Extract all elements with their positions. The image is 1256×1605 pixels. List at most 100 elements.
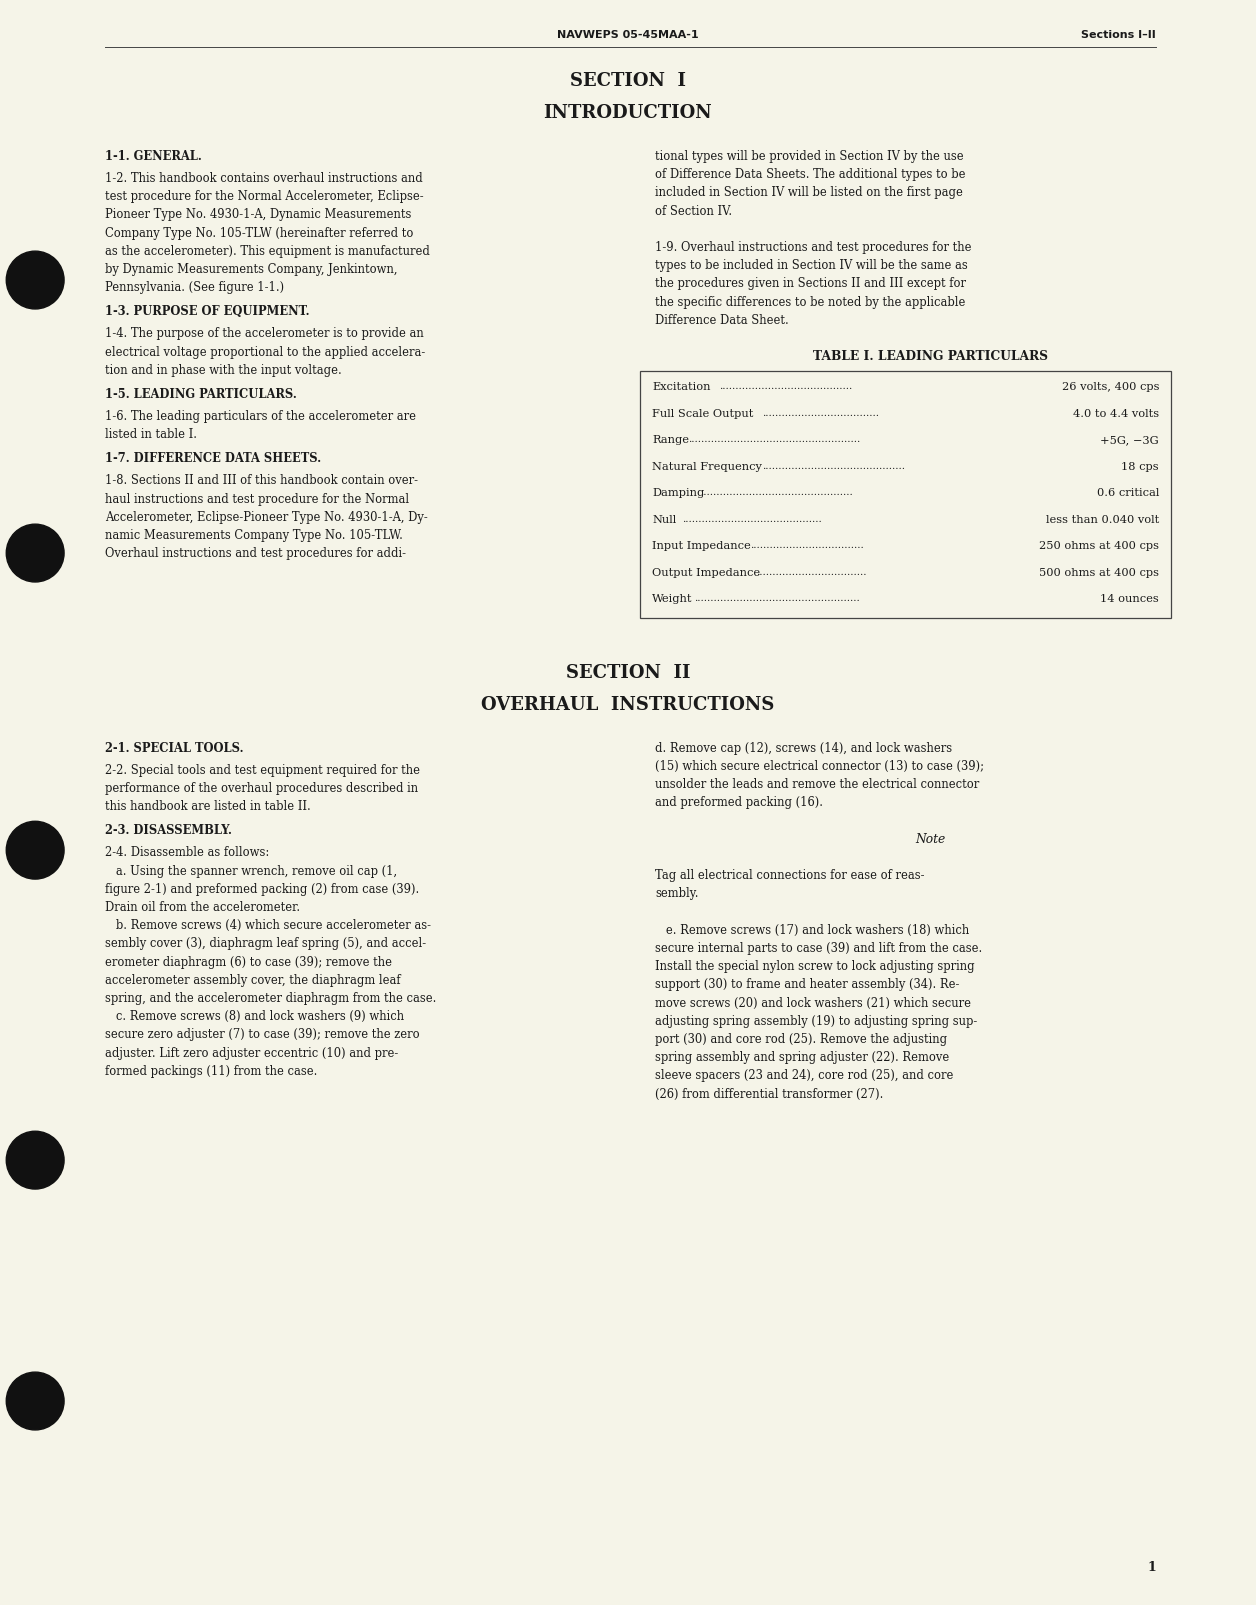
Text: Difference Data Sheet.: Difference Data Sheet. (654, 313, 789, 326)
Text: included in Section IV will be listed on the first page: included in Section IV will be listed on… (654, 186, 963, 199)
Text: 1-4. The purpose of the accelerometer is to provide an: 1-4. The purpose of the accelerometer is… (106, 327, 423, 340)
Text: Weight: Weight (652, 594, 692, 603)
Text: formed packings (11) from the case.: formed packings (11) from the case. (106, 1064, 318, 1077)
Bar (641, 372, 1171, 618)
Text: ...................................................: ........................................… (695, 594, 860, 603)
Text: 2-1. SPECIAL TOOLS.: 2-1. SPECIAL TOOLS. (106, 742, 244, 754)
Text: move screws (20) and lock washers (21) which secure: move screws (20) and lock washers (21) w… (654, 995, 971, 1010)
Text: adjusting spring assembly (19) to adjusting spring sup-: adjusting spring assembly (19) to adjust… (654, 1014, 977, 1027)
Text: port (30) and core rod (25). Remove the adjusting: port (30) and core rod (25). Remove the … (654, 1032, 947, 1045)
Text: 4.0 to 4.4 volts: 4.0 to 4.4 volts (1073, 408, 1159, 419)
Text: ............................................: ........................................… (762, 461, 906, 470)
Text: tion and in phase with the input voltage.: tion and in phase with the input voltage… (106, 364, 342, 377)
Text: 1-1. GENERAL.: 1-1. GENERAL. (106, 149, 202, 162)
Text: Drain oil from the accelerometer.: Drain oil from the accelerometer. (106, 900, 300, 913)
Text: 1-6. The leading particulars of the accelerometer are: 1-6. The leading particulars of the acce… (106, 409, 416, 422)
Text: unsolder the leads and remove the electrical connector: unsolder the leads and remove the electr… (654, 777, 980, 791)
Text: haul instructions and test procedure for the Normal: haul instructions and test procedure for… (106, 493, 409, 506)
Text: of Section IV.: of Section IV. (654, 204, 732, 217)
Text: less than 0.040 volt: less than 0.040 volt (1046, 514, 1159, 525)
Text: tional types will be provided in Section IV by the use: tional types will be provided in Section… (654, 149, 963, 162)
Text: and preformed packing (16).: and preformed packing (16). (654, 796, 823, 809)
Text: as the accelerometer). This equipment is manufactured: as the accelerometer). This equipment is… (106, 244, 430, 258)
Text: +5G, −3G: +5G, −3G (1100, 435, 1159, 445)
Circle shape (6, 525, 64, 583)
Text: .........................................: ........................................… (718, 382, 853, 392)
Text: 14 ounces: 14 ounces (1100, 594, 1159, 603)
Text: TABLE I. LEADING PARTICULARS: TABLE I. LEADING PARTICULARS (813, 350, 1048, 363)
Text: Null: Null (652, 514, 676, 525)
Text: sembly.: sembly. (654, 886, 698, 900)
Text: 1-9. Overhaul instructions and test procedures for the: 1-9. Overhaul instructions and test proc… (654, 241, 971, 254)
Text: 2-2. Special tools and test equipment required for the: 2-2. Special tools and test equipment re… (106, 764, 420, 777)
Text: e. Remove screws (17) and lock washers (18) which: e. Remove screws (17) and lock washers (… (654, 923, 970, 936)
Text: ....................................: .................................... (762, 408, 879, 417)
Text: figure 2-1) and preformed packing (2) from case (39).: figure 2-1) and preformed packing (2) fr… (106, 883, 420, 896)
Text: Natural Frequency: Natural Frequency (652, 461, 762, 472)
Text: Excitation: Excitation (652, 382, 711, 392)
Text: Pennsylvania. (See figure 1-1.): Pennsylvania. (See figure 1-1.) (106, 281, 284, 294)
Text: 500 ohms at 400 cps: 500 ohms at 400 cps (1039, 567, 1159, 578)
Text: SECTION  I: SECTION I (570, 72, 686, 90)
Text: sembly cover (3), diaphragm leaf spring (5), and accel-: sembly cover (3), diaphragm leaf spring … (106, 937, 426, 950)
Text: electrical voltage proportional to the applied accelera-: electrical voltage proportional to the a… (106, 345, 426, 358)
Text: b. Remove screws (4) which secure accelerometer as-: b. Remove screws (4) which secure accele… (106, 918, 431, 931)
Text: ..................................: .................................. (756, 567, 867, 576)
Text: .....................................................: ........................................… (688, 435, 860, 445)
Text: Note: Note (914, 831, 945, 846)
Text: adjuster. Lift zero adjuster eccentric (10) and pre-: adjuster. Lift zero adjuster eccentric (… (106, 1046, 398, 1059)
Text: ...................................: ................................... (750, 541, 864, 551)
Circle shape (6, 1372, 64, 1430)
Text: secure zero adjuster (7) to case (39); remove the zero: secure zero adjuster (7) to case (39); r… (106, 1027, 420, 1040)
Text: erometer diaphragm (6) to case (39); remove the: erometer diaphragm (6) to case (39); rem… (106, 955, 392, 968)
Text: 250 ohms at 400 cps: 250 ohms at 400 cps (1039, 541, 1159, 551)
Text: 1-7. DIFFERENCE DATA SHEETS.: 1-7. DIFFERENCE DATA SHEETS. (106, 453, 322, 465)
Text: 0.6 critical: 0.6 critical (1096, 488, 1159, 498)
Text: (15) which secure electrical connector (13) to case (39);: (15) which secure electrical connector (… (654, 759, 983, 772)
Text: Sections I–II: Sections I–II (1081, 30, 1156, 40)
Text: OVERHAUL  INSTRUCTIONS: OVERHAUL INSTRUCTIONS (481, 695, 775, 713)
Text: Company Type No. 105-TLW (hereinafter referred to: Company Type No. 105-TLW (hereinafter re… (106, 226, 413, 239)
Text: Accelerometer, Eclipse-Pioneer Type No. 4930-1-A, Dy-: Accelerometer, Eclipse-Pioneer Type No. … (106, 510, 428, 523)
Text: NAVWEPS 05-45MAA-1: NAVWEPS 05-45MAA-1 (558, 30, 698, 40)
Text: d. Remove cap (12), screws (14), and lock washers: d. Remove cap (12), screws (14), and loc… (654, 742, 952, 754)
Text: this handbook are listed in table II.: this handbook are listed in table II. (106, 799, 310, 812)
Circle shape (6, 252, 64, 310)
Text: listed in table I.: listed in table I. (106, 429, 197, 441)
Text: 2-3. DISASSEMBLY.: 2-3. DISASSEMBLY. (106, 823, 232, 836)
Text: Tag all electrical connections for ease of reas-: Tag all electrical connections for ease … (654, 868, 924, 881)
Text: 1-8. Sections II and III of this handbook contain over-: 1-8. Sections II and III of this handboo… (106, 473, 418, 486)
Text: test procedure for the Normal Accelerometer, Eclipse-: test procedure for the Normal Accelerome… (106, 189, 423, 204)
Text: types to be included in Section IV will be the same as: types to be included in Section IV will … (654, 258, 968, 271)
Text: INTRODUCTION: INTRODUCTION (544, 104, 712, 122)
Text: (26) from differential transformer (27).: (26) from differential transformer (27). (654, 1087, 883, 1099)
Text: of Difference Data Sheets. The additional types to be: of Difference Data Sheets. The additiona… (654, 169, 966, 181)
Text: the procedures given in Sections II and III except for: the procedures given in Sections II and … (654, 278, 966, 291)
Text: 1-2. This handbook contains overhaul instructions and: 1-2. This handbook contains overhaul ins… (106, 172, 423, 185)
Text: spring, and the accelerometer diaphragm from the case.: spring, and the accelerometer diaphragm … (106, 992, 436, 1005)
Text: Damping: Damping (652, 488, 705, 498)
Text: the specific differences to be noted by the applicable: the specific differences to be noted by … (654, 295, 966, 308)
Text: SECTION  II: SECTION II (565, 663, 691, 681)
Text: 1: 1 (1147, 1560, 1156, 1573)
Text: 26 volts, 400 cps: 26 volts, 400 cps (1061, 382, 1159, 392)
Text: 1-5. LEADING PARTICULARS.: 1-5. LEADING PARTICULARS. (106, 388, 296, 401)
Text: accelerometer assembly cover, the diaphragm leaf: accelerometer assembly cover, the diaphr… (106, 973, 401, 985)
Text: Overhaul instructions and test procedures for addi-: Overhaul instructions and test procedure… (106, 547, 406, 560)
Text: support (30) to frame and heater assembly (34). Re-: support (30) to frame and heater assembl… (654, 977, 960, 990)
Text: Install the special nylon screw to lock adjusting spring: Install the special nylon screw to lock … (654, 960, 975, 973)
Text: Output Impedance: Output Impedance (652, 567, 760, 578)
Text: Full Scale Output: Full Scale Output (652, 408, 754, 419)
Text: 18 cps: 18 cps (1122, 461, 1159, 472)
Text: a. Using the spanner wrench, remove oil cap (1,: a. Using the spanner wrench, remove oil … (106, 863, 397, 876)
Circle shape (6, 822, 64, 880)
Text: Input Impedance: Input Impedance (652, 541, 751, 551)
Text: spring assembly and spring adjuster (22). Remove: spring assembly and spring adjuster (22)… (654, 1050, 950, 1064)
Text: performance of the overhaul procedures described in: performance of the overhaul procedures d… (106, 782, 418, 794)
Text: namic Measurements Company Type No. 105-TLW.: namic Measurements Company Type No. 105-… (106, 528, 403, 541)
Circle shape (6, 1132, 64, 1189)
Text: 2-4. Disassemble as follows:: 2-4. Disassemble as follows: (106, 846, 269, 859)
Text: secure internal parts to case (39) and lift from the case.: secure internal parts to case (39) and l… (654, 941, 982, 955)
Text: sleeve spacers (23 and 24), core rod (25), and core: sleeve spacers (23 and 24), core rod (25… (654, 1069, 953, 1082)
Text: Pioneer Type No. 4930-1-A, Dynamic Measurements: Pioneer Type No. 4930-1-A, Dynamic Measu… (106, 209, 412, 221)
